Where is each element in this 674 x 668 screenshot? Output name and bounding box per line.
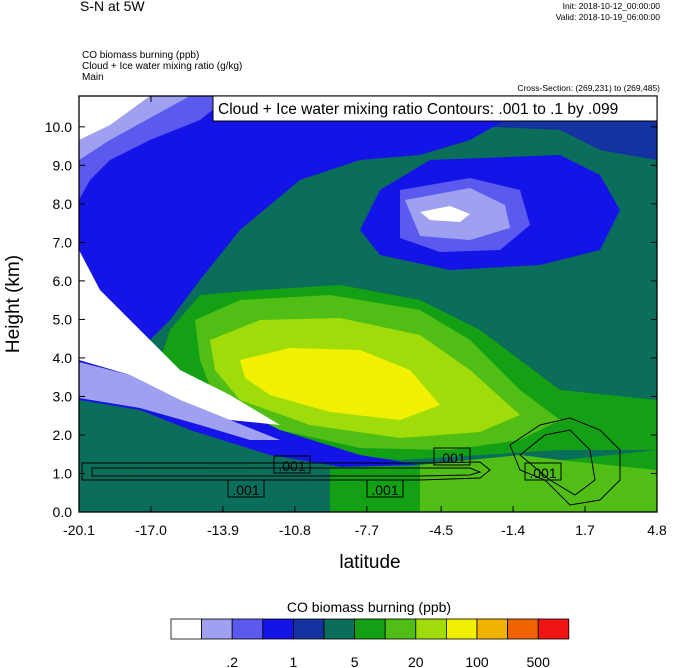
field-low-right [420, 455, 657, 512]
y-tick-label: 9.0 [53, 157, 73, 173]
colorbar-title: CO biomass burning (ppb) [287, 599, 451, 615]
contour-labels: .001 .001 .001 .001 .001 [227, 447, 562, 498]
contour-label: .001 [278, 458, 305, 474]
contour-line-2 [91, 467, 482, 477]
contour-line-3 [509, 417, 621, 506]
valid-time: Valid: 2018-10-19_06:00:00 [555, 12, 660, 22]
colorbar-swatch [384, 618, 417, 640]
contour-line-4 [519, 429, 596, 496]
field-white-left [79, 96, 150, 140]
contour-label: .001 [529, 465, 556, 481]
field-label-cloud: Cloud + Ice water mixing ratio (g/kg) [82, 61, 243, 72]
x-tick-label: 1.7 [575, 522, 595, 538]
colorbar-swatch [537, 618, 570, 640]
colorbar-swatch [262, 618, 294, 640]
plot-title: S-N at 5W [80, 0, 145, 14]
y-tick-marks [79, 126, 657, 513]
field-low-teal [79, 468, 330, 512]
colorbar-label: 100 [465, 654, 489, 668]
contour-label-box [273, 455, 311, 474]
contour-line-1 [81, 461, 491, 481]
contour-title-box [212, 95, 658, 122]
contour-title: Cloud + Ice water mixing ratio Contours:… [218, 101, 618, 118]
y-tick-label: 0.0 [53, 504, 73, 520]
contour-label: .001 [438, 450, 465, 466]
init-time: Init: 2018-10-12_00:00:00 [562, 1, 660, 11]
y-tick-label: 10.0 [45, 119, 72, 135]
y-tick-label: 6.0 [53, 273, 73, 289]
contour-label: .001 [232, 482, 259, 498]
contour-label-box [433, 447, 471, 466]
y-tick-label: 4.0 [53, 350, 73, 366]
colorbar-label: 500 [527, 654, 551, 668]
x-tick-label: -17.0 [135, 522, 167, 538]
x-tick-labels: -20.1 -17.0 -13.9 -10.8 -7.7 -4.5 -1.4 1.7 4.8 [63, 522, 667, 538]
colorbar-swatch [445, 618, 478, 640]
x-tick-label: -10.8 [279, 522, 311, 538]
colorbar-label: 5 [351, 654, 359, 668]
colorbar [170, 618, 570, 640]
colorbar-swatch [170, 618, 203, 640]
y-tick-label: 8.0 [53, 196, 73, 212]
contour-label-box [366, 479, 404, 498]
field-label-main: Main [82, 72, 104, 83]
y-tick-label: 7.0 [53, 234, 73, 250]
x-axis-title: latitude [339, 552, 400, 573]
x-tick-label: 4.8 [647, 522, 667, 538]
colorbar-swatch [201, 618, 233, 640]
field-white-band [79, 250, 280, 425]
colorbar-swatch [231, 618, 264, 640]
y-tick-label: 3.0 [53, 388, 73, 404]
contour-label-box [524, 462, 562, 481]
x-tick-label: -4.5 [429, 522, 453, 538]
colorbar-swatch [476, 618, 509, 640]
field-yellow [240, 348, 440, 420]
cloud-contours [81, 417, 621, 506]
x-tick-label: -1.4 [501, 522, 525, 538]
y-tick-label: 5.0 [53, 311, 73, 327]
field-white-spot [420, 206, 470, 222]
contour-label: .001 [371, 482, 398, 498]
colorbar-swatch [354, 618, 386, 640]
colorbar-swatch [415, 618, 447, 640]
y-tick-labels: 0.0 1.0 2.0 3.0 4.0 5.0 6.0 7.0 8.0 9.0 10.0 [45, 119, 72, 520]
colorbar-swatch [323, 618, 356, 640]
y-tick-label: 1.0 [53, 465, 73, 481]
y-tick-label: 2.0 [53, 427, 73, 443]
x-tick-label: -20.1 [63, 522, 95, 538]
cross-section-label: Cross-Section: (269,231) to (269,485) [517, 83, 660, 93]
colorbar-swatch [507, 618, 539, 640]
field-blue [79, 96, 540, 340]
colorbar-label: .2 [226, 654, 238, 668]
colorbar-label: 20 [408, 654, 424, 668]
x-tick-label: -13.9 [207, 522, 239, 538]
colorbar-label: 1 [290, 654, 298, 668]
field-label-co: CO biomass burning (ppb) [82, 50, 200, 61]
colorbar-swatch [292, 618, 325, 640]
x-tick-label: -7.7 [355, 522, 379, 538]
co-field [79, 96, 657, 512]
field-light-blue-band [79, 362, 280, 440]
colorbar-labels: .2 1 5 20 100 500 [226, 654, 550, 668]
y-axis-title: Height (km) [3, 255, 24, 353]
contour-label-box [227, 479, 265, 498]
